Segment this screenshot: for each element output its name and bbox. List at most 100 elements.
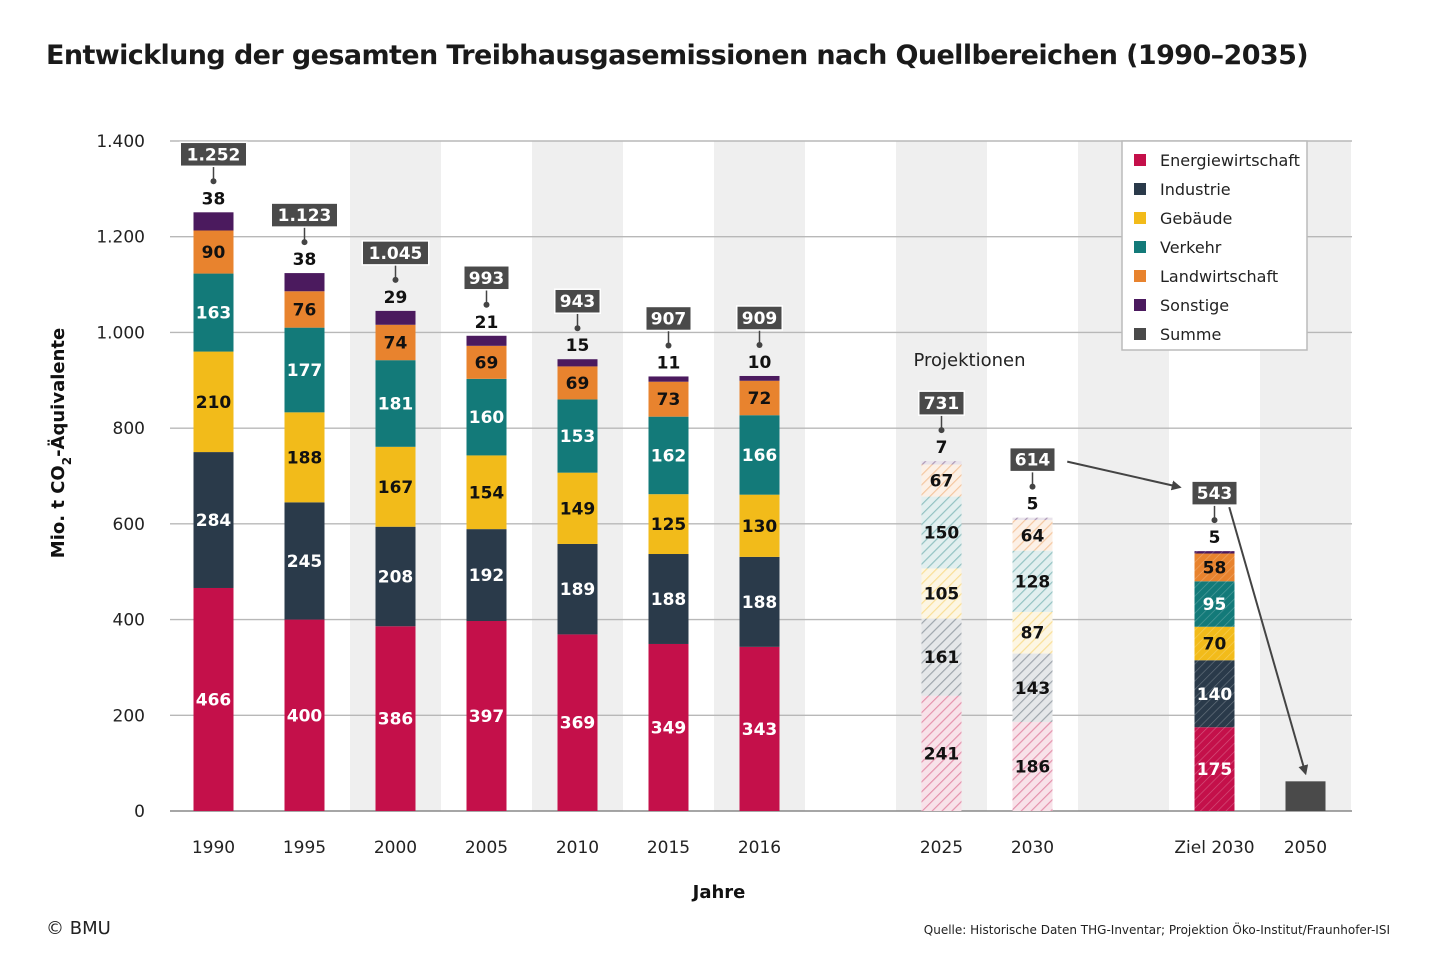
value-label-2005-industrie: 192 <box>469 566 505 586</box>
total-dot <box>301 239 308 246</box>
legend-label-sonstige: Sonstige <box>1160 296 1229 315</box>
bar-ziel-2030-landwirtschaft <box>1194 553 1235 582</box>
value-label-ziel-2030-gebäude: 70 <box>1203 635 1227 655</box>
x-tick-label-1995: 1995 <box>283 838 326 858</box>
bar-2005-energiewirtschaft <box>466 621 507 811</box>
x-tick-label-2016: 2016 <box>738 838 781 858</box>
bar-2000-sonstige <box>375 310 416 325</box>
total-box-2010 <box>554 288 601 314</box>
value-label-2030-energiewirtschaft: 186 <box>1015 757 1051 777</box>
bar-1995-verkehr <box>284 327 325 413</box>
y-axis-title-subscript: 2 <box>60 457 74 465</box>
bar-2025-gebäude <box>921 568 962 619</box>
value-label-2015-verkehr: 162 <box>651 446 687 466</box>
value-label-ziel-2030-verkehr: 95 <box>1203 595 1227 615</box>
x-tick-label-2010: 2010 <box>556 838 599 858</box>
value-label-2000-industrie: 208 <box>378 568 414 588</box>
bar-2005-gebäude <box>466 455 507 530</box>
copyright: © BMU <box>46 918 111 939</box>
total-box-2000 <box>361 240 430 266</box>
x-tick-label-2030: 2030 <box>1011 838 1054 858</box>
bar-1990-verkehr <box>193 273 234 352</box>
bar-2050-summe <box>1285 781 1326 811</box>
y-tick-label: 600 <box>113 515 145 535</box>
x-tick-label-1990: 1990 <box>192 838 235 858</box>
value-label-2015-sonstige: 11 <box>657 353 681 373</box>
bar-2016-landwirtschaft <box>739 380 780 416</box>
bar-2015-industrie <box>648 554 689 644</box>
bar-2015-sonstige <box>648 376 689 382</box>
value-label-2000-gebäude: 167 <box>378 478 414 498</box>
total-label-2025: 731 <box>924 394 960 414</box>
projections-annotation: Projektionen <box>914 350 1026 371</box>
bar-1995-gebäude <box>284 412 325 503</box>
bar-2016-gebäude <box>739 494 780 557</box>
value-label-1990-energiewirtschaft: 466 <box>196 690 232 710</box>
value-label-2010-sonstige: 15 <box>566 336 590 356</box>
total-label-2005: 993 <box>469 269 505 289</box>
value-label-2005-gebäude: 154 <box>469 483 505 503</box>
bar-2030-verkehr <box>1012 550 1053 612</box>
total-box-2030 <box>1009 446 1056 473</box>
bar-2025-industrie <box>921 618 962 696</box>
y-axis-title-part: -Äquivalente <box>47 328 69 457</box>
bar-1995-landwirtschaft <box>284 291 325 328</box>
legend-label-verkehr: Verkehr <box>1160 238 1222 257</box>
bar-2025-landwirtschaft <box>921 464 962 497</box>
value-label-2010-verkehr: 153 <box>560 427 596 447</box>
value-label-2030-industrie: 143 <box>1015 679 1051 699</box>
bar-1990-landwirtschaft <box>193 230 234 274</box>
value-label-ziel-2030-sonstige: 5 <box>1209 528 1221 548</box>
total-box-2016 <box>736 305 783 331</box>
bar-2025-sonstige <box>921 461 962 465</box>
bar-2000-energiewirtschaft <box>375 626 416 811</box>
total-box-1995 <box>270 202 339 228</box>
value-label-2010-gebäude: 149 <box>560 499 596 519</box>
bar-2016-industrie <box>739 556 780 647</box>
legend-label-summe: Summe <box>1160 325 1221 344</box>
x-tick-label-2025: 2025 <box>920 838 963 858</box>
y-axis-title-part: Mio. t CO <box>48 465 69 558</box>
legend-label-energiewirtschaft: Energiewirtschaft <box>1160 151 1300 170</box>
value-label-2025-energiewirtschaft: 241 <box>924 744 960 764</box>
value-label-2016-industrie: 188 <box>742 593 778 613</box>
bar-2010-industrie <box>557 543 598 635</box>
legend-swatch-gebäude <box>1134 212 1146 224</box>
value-label-2030-gebäude: 87 <box>1021 624 1045 644</box>
value-label-1990-sonstige: 38 <box>202 189 226 209</box>
bar-1995-energiewirtschaft <box>284 619 325 811</box>
value-label-1995-gebäude: 188 <box>287 448 323 468</box>
value-label-2016-verkehr: 166 <box>742 446 778 466</box>
bar-ziel-2030-sonstige <box>1194 551 1235 554</box>
bar-1990-sonstige <box>193 212 234 231</box>
bar-2000-verkehr <box>375 360 416 447</box>
legend-swatch-landwirtschaft <box>1134 270 1146 282</box>
total-label-1990: 1.252 <box>187 145 241 165</box>
value-label-1995-landwirtschaft: 76 <box>293 300 317 320</box>
value-label-2000-energiewirtschaft: 386 <box>378 710 414 730</box>
bar-2015-energiewirtschaft <box>648 643 689 811</box>
bar-2030-industrie <box>1012 653 1053 722</box>
bar-2016-sonstige <box>739 375 780 381</box>
bar-2015-verkehr <box>648 416 689 495</box>
value-label-2025-gebäude: 105 <box>924 584 960 604</box>
bar-1990-gebäude <box>193 351 234 453</box>
total-box-1990 <box>179 141 248 168</box>
total-box-ziel-2030 <box>1191 480 1238 506</box>
bar-2015-landwirtschaft <box>648 381 689 417</box>
legend-label-gebäude: Gebäude <box>1160 209 1232 228</box>
bar-ziel-2030-industrie <box>1194 660 1235 728</box>
value-label-1995-industrie: 245 <box>287 552 323 572</box>
legend-label-industrie: Industrie <box>1160 180 1231 199</box>
total-label-2000: 1.045 <box>369 244 423 264</box>
bar-1995-industrie <box>284 502 325 620</box>
legend-swatch-verkehr <box>1134 241 1146 253</box>
value-label-1990-industrie: 284 <box>196 511 232 531</box>
y-tick-label: 0 <box>134 802 145 822</box>
bar-2000-gebäude <box>375 446 416 527</box>
bar-2010-verkehr <box>557 399 598 473</box>
bar-2030-landwirtschaft <box>1012 520 1053 551</box>
value-label-2016-landwirtschaft: 72 <box>748 389 772 409</box>
value-label-2025-landwirtschaft: 67 <box>930 472 954 492</box>
